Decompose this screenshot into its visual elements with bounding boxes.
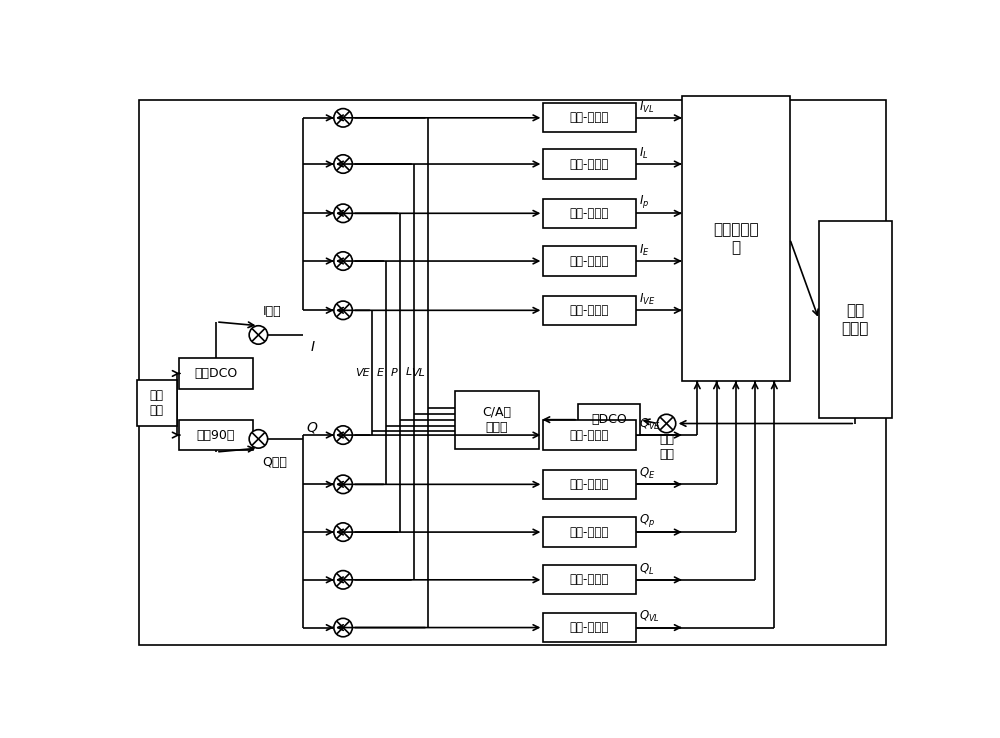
Text: 码环
滤波器: 码环 滤波器 bbox=[841, 303, 869, 336]
Text: $I_{VE}$: $I_{VE}$ bbox=[639, 292, 655, 307]
Circle shape bbox=[334, 570, 352, 589]
Text: 积分-清除器: 积分-清除器 bbox=[570, 304, 609, 317]
FancyBboxPatch shape bbox=[682, 96, 790, 381]
Text: 移相90度: 移相90度 bbox=[197, 429, 235, 441]
Text: $I_{VL}$: $I_{VL}$ bbox=[639, 100, 654, 114]
Text: $Q_p$: $Q_p$ bbox=[639, 512, 655, 529]
FancyBboxPatch shape bbox=[179, 358, 253, 389]
Circle shape bbox=[334, 426, 352, 444]
Circle shape bbox=[334, 618, 352, 637]
FancyBboxPatch shape bbox=[543, 103, 636, 132]
Circle shape bbox=[334, 301, 352, 320]
FancyBboxPatch shape bbox=[543, 296, 636, 325]
Text: VE: VE bbox=[355, 368, 370, 378]
FancyBboxPatch shape bbox=[543, 613, 636, 642]
FancyBboxPatch shape bbox=[543, 246, 636, 276]
Text: L: L bbox=[405, 367, 412, 377]
Text: $Q_E$: $Q_E$ bbox=[639, 466, 655, 481]
Text: 输入
信号: 输入 信号 bbox=[150, 389, 164, 417]
Circle shape bbox=[334, 108, 352, 127]
Text: 积分-清除器: 积分-清除器 bbox=[570, 157, 609, 170]
Text: VL: VL bbox=[412, 368, 425, 378]
FancyBboxPatch shape bbox=[455, 391, 539, 449]
Text: 码DCO: 码DCO bbox=[591, 413, 627, 426]
FancyBboxPatch shape bbox=[543, 149, 636, 179]
Text: 积分-清除器: 积分-清除器 bbox=[570, 573, 609, 586]
Text: Q通道: Q通道 bbox=[262, 455, 287, 469]
Text: 积分-清除器: 积分-清除器 bbox=[570, 477, 609, 491]
FancyBboxPatch shape bbox=[578, 404, 640, 435]
Text: P: P bbox=[391, 368, 398, 378]
FancyBboxPatch shape bbox=[819, 221, 892, 418]
Text: Q: Q bbox=[307, 421, 318, 435]
FancyBboxPatch shape bbox=[179, 420, 253, 450]
Text: $I_E$: $I_E$ bbox=[639, 243, 649, 258]
Text: $I_L$: $I_L$ bbox=[639, 146, 648, 161]
Text: $Q_L$: $Q_L$ bbox=[639, 562, 654, 576]
FancyBboxPatch shape bbox=[543, 421, 636, 449]
FancyBboxPatch shape bbox=[543, 199, 636, 228]
Text: E: E bbox=[377, 368, 384, 378]
FancyBboxPatch shape bbox=[137, 379, 177, 426]
Circle shape bbox=[334, 523, 352, 541]
Circle shape bbox=[657, 414, 676, 432]
Circle shape bbox=[249, 325, 268, 344]
FancyBboxPatch shape bbox=[543, 565, 636, 594]
Text: 积分-清除器: 积分-清除器 bbox=[570, 525, 609, 539]
FancyBboxPatch shape bbox=[543, 517, 636, 547]
Text: 码相位鉴别
器: 码相位鉴别 器 bbox=[713, 223, 759, 255]
Circle shape bbox=[334, 475, 352, 494]
Circle shape bbox=[334, 155, 352, 173]
Text: 积分-清除器: 积分-清除器 bbox=[570, 207, 609, 220]
Circle shape bbox=[334, 252, 352, 270]
Circle shape bbox=[249, 430, 268, 448]
Text: C/A码
发生器: C/A码 发生器 bbox=[483, 406, 512, 434]
Text: 积分-清除器: 积分-清除器 bbox=[570, 429, 609, 441]
Circle shape bbox=[334, 204, 352, 223]
Text: 载波DCO: 载波DCO bbox=[194, 367, 238, 380]
Text: I通道: I通道 bbox=[262, 306, 281, 318]
Text: 积分-清除器: 积分-清除器 bbox=[570, 111, 609, 124]
Text: 积分-清除器: 积分-清除器 bbox=[570, 621, 609, 634]
Text: 载波
辅助: 载波 辅助 bbox=[659, 432, 674, 461]
Text: 积分-清除器: 积分-清除器 bbox=[570, 255, 609, 268]
FancyBboxPatch shape bbox=[543, 469, 636, 499]
Text: $Q_{VE}$: $Q_{VE}$ bbox=[639, 417, 661, 432]
Text: I: I bbox=[310, 339, 314, 354]
Text: $I_p$: $I_p$ bbox=[639, 193, 649, 210]
Text: $Q_{VL}$: $Q_{VL}$ bbox=[639, 610, 660, 624]
